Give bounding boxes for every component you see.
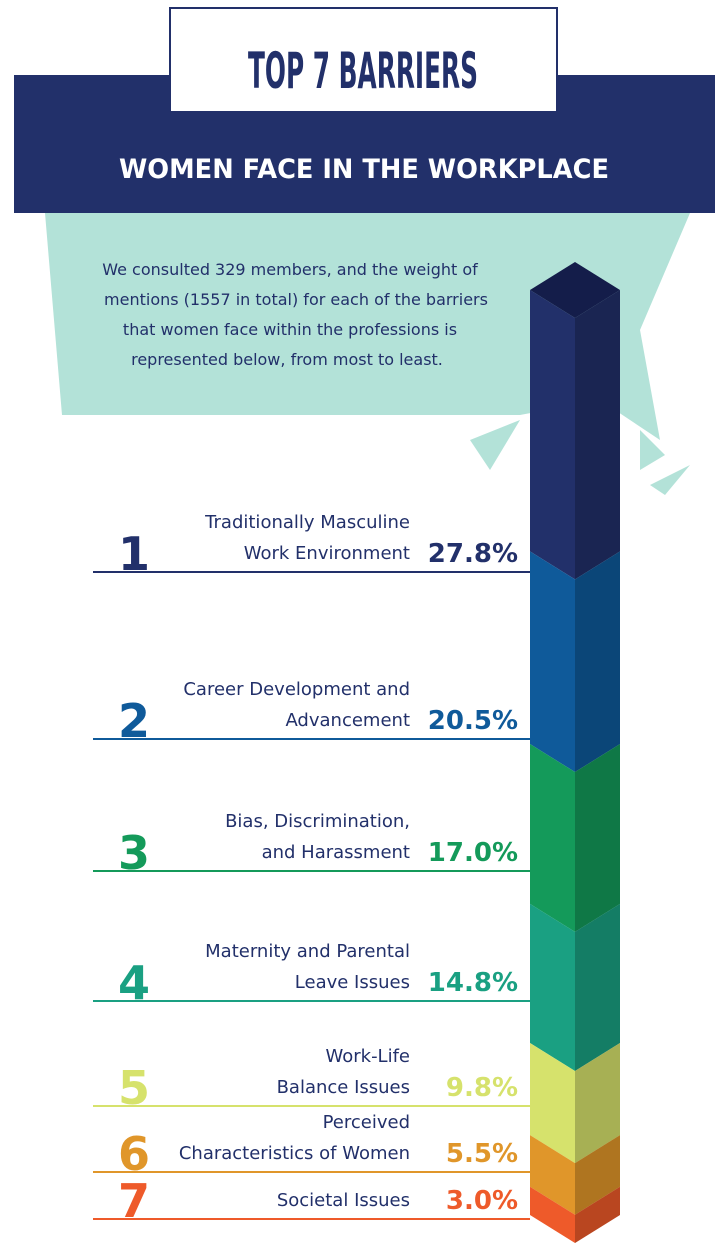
value-label: 20.5% (428, 706, 518, 736)
segment (530, 1042, 620, 1164)
description: We consulted 329 members, and the weight… (102, 260, 488, 369)
barrier-label: Perceived (323, 1112, 410, 1133)
subtitle: WOMEN FACE IN THE WORKPLACE (119, 154, 609, 185)
barrier-label: Advancement (285, 710, 410, 731)
segment-right (575, 1135, 620, 1215)
segment-shade (575, 551, 620, 773)
segment-left (530, 1042, 575, 1164)
segment-left (530, 1135, 575, 1215)
barrier-label: Career Development and (183, 679, 410, 700)
rank: 7 (118, 1174, 150, 1228)
segment-shade (575, 1186, 620, 1243)
rank: 1 (118, 527, 150, 581)
title: TOP 7 BARRIERS (248, 42, 478, 100)
value-label: 3.0% (446, 1186, 518, 1216)
column (530, 262, 620, 1243)
rank: 3 (118, 826, 150, 880)
segment-right (575, 290, 620, 580)
title-box (169, 7, 558, 113)
value-label: 5.5% (446, 1139, 518, 1169)
segment (530, 744, 620, 932)
value-label: 14.8% (428, 968, 518, 998)
segment-right (575, 744, 620, 932)
shard (650, 465, 690, 495)
segment-left (530, 290, 575, 580)
value-label: 27.8% (428, 539, 518, 569)
barrier-label: and Harassment (262, 842, 410, 863)
description-line: We consulted 329 members, and the weight… (102, 260, 478, 279)
barrier-label: Traditionally Masculine (204, 512, 410, 533)
segment (530, 551, 620, 773)
shard (470, 420, 520, 470)
description-line: represented below, from most to least. (131, 350, 443, 369)
rank: 6 (118, 1127, 150, 1181)
barrier-label: Work Environment (244, 543, 410, 564)
rank: 2 (118, 694, 150, 748)
barrier-label: Maternity and Parental (205, 941, 410, 962)
segment-shade (575, 1042, 620, 1164)
rank: 5 (118, 1061, 150, 1115)
segment-right (575, 903, 620, 1071)
barrier-label: Work-Life (325, 1046, 410, 1067)
rank: 4 (118, 956, 150, 1010)
segment-left (530, 744, 575, 932)
segment-shade (575, 903, 620, 1071)
segment-shade (575, 744, 620, 932)
description-line: mentions (1557 in total) for each of the… (104, 290, 488, 309)
speech-bubble (45, 213, 690, 440)
rows: 1 Traditionally Masculine Work Environment… (93, 512, 530, 1228)
segment-left (530, 1186, 575, 1243)
segment-shade (575, 290, 620, 580)
value-label: 17.0% (428, 838, 518, 868)
barrier-label: Bias, Discrimination, (225, 811, 410, 832)
shard (640, 430, 665, 470)
segment-right (575, 1186, 620, 1243)
barrier-label: Societal Issues (277, 1190, 410, 1211)
segment (530, 1186, 620, 1243)
segment-left (530, 551, 575, 773)
segment-right (575, 551, 620, 773)
barrier-label: Characteristics of Women (179, 1143, 410, 1164)
segment (530, 290, 620, 580)
segment-right (575, 1042, 620, 1164)
segment (530, 1135, 620, 1215)
value-label: 9.8% (446, 1073, 518, 1103)
segment-shade (575, 1135, 620, 1215)
barrier-label: Balance Issues (277, 1077, 410, 1098)
segment-left (530, 903, 575, 1071)
barrier-label: Leave Issues (295, 972, 410, 993)
description-line: that women face within the professions i… (123, 320, 457, 339)
segment (530, 903, 620, 1071)
